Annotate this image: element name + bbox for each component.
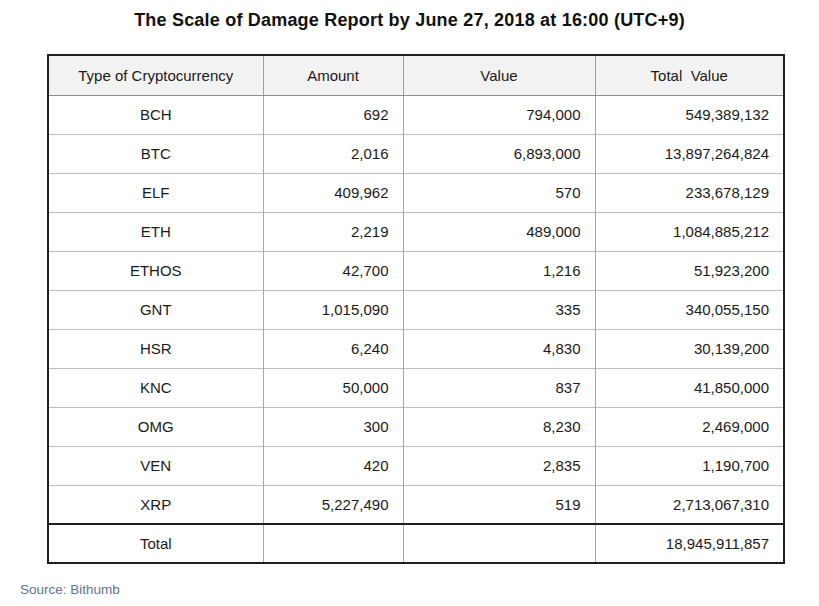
header-amount: Amount xyxy=(263,55,403,95)
table-row-elf: ELF 409,962 570 233,678,129 xyxy=(48,173,784,212)
total-value-cell: 340,055,150 xyxy=(595,290,784,329)
amount-cell: 420 xyxy=(263,446,403,485)
table-row-knc: KNC 50,000 837 41,850,000 xyxy=(48,368,784,407)
value-cell: 4,830 xyxy=(403,329,595,368)
amount-cell: 2,016 xyxy=(263,134,403,173)
coin-type-cell: VEN xyxy=(48,446,263,485)
source-caption: Source: Bithumb xyxy=(20,582,120,597)
coin-type-cell: BCH xyxy=(48,95,263,134)
coin-type-cell: ELF xyxy=(48,173,263,212)
amount-cell: 42,700 xyxy=(263,251,403,290)
table-row-omg: OMG 300 8,230 2,469,000 xyxy=(48,407,784,446)
header-type-of-cryptocurrency: Type of Cryptocurrency xyxy=(48,55,263,95)
table-row-bch: BCH 692 794,000 549,389,132 xyxy=(48,95,784,134)
value-cell: 794,000 xyxy=(403,95,595,134)
coin-type-cell: ETH xyxy=(48,212,263,251)
table-row-gnt: GNT 1,015,090 335 340,055,150 xyxy=(48,290,784,329)
table-row-eth: ETH 2,219 489,000 1,084,885,212 xyxy=(48,212,784,251)
amount-cell: 409,962 xyxy=(263,173,403,212)
value-cell: 2,835 xyxy=(403,446,595,485)
grand-total-cell: 18,945,911,857 xyxy=(595,524,784,563)
amount-cell: 50,000 xyxy=(263,368,403,407)
coin-type-cell: OMG xyxy=(48,407,263,446)
total-value-cell: 233,678,129 xyxy=(595,173,784,212)
total-row: Total 18,945,911,857 xyxy=(48,524,784,563)
value-cell: 570 xyxy=(403,173,595,212)
table-row-btc: BTC 2,016 6,893,000 13,897,264,824 xyxy=(48,134,784,173)
coin-type-cell: HSR xyxy=(48,329,263,368)
value-cell: 335 xyxy=(403,290,595,329)
total-value-cell: 549,389,132 xyxy=(595,95,784,134)
table-row-xrp: XRP 5,227,490 519 2,713,067,310 xyxy=(48,485,784,524)
total-value-cell: 2,713,067,310 xyxy=(595,485,784,524)
coin-type-cell: ETHOS xyxy=(48,251,263,290)
total-value-cell: 41,850,000 xyxy=(595,368,784,407)
total-value-cell: 30,139,200 xyxy=(595,329,784,368)
amount-cell: 300 xyxy=(263,407,403,446)
value-cell: 1,216 xyxy=(403,251,595,290)
total-value-cell: 1,084,885,212 xyxy=(595,212,784,251)
coin-type-cell: GNT xyxy=(48,290,263,329)
total-value-cell: 1,190,700 xyxy=(595,446,784,485)
value-cell: 489,000 xyxy=(403,212,595,251)
value-cell: 519 xyxy=(403,485,595,524)
coin-type-cell: KNC xyxy=(48,368,263,407)
total-value-empty-cell xyxy=(403,524,595,563)
value-cell: 8,230 xyxy=(403,407,595,446)
table-header: Type of Cryptocurrency Amount Value Tota… xyxy=(48,55,784,95)
header-row: Type of Cryptocurrency Amount Value Tota… xyxy=(48,55,784,95)
amount-cell: 6,240 xyxy=(263,329,403,368)
coin-type-cell: BTC xyxy=(48,134,263,173)
damage-table-container: Type of Cryptocurrency Amount Value Tota… xyxy=(47,54,785,564)
total-value-cell: 2,469,000 xyxy=(595,407,784,446)
total-label-cell: Total xyxy=(48,524,263,563)
header-value: Value xyxy=(403,55,595,95)
table-row-hsr: HSR 6,240 4,830 30,139,200 xyxy=(48,329,784,368)
header-total-value: Total Value xyxy=(595,55,784,95)
table-body: BCH 692 794,000 549,389,132 BTC 2,016 6,… xyxy=(48,95,784,563)
report-page: The Scale of Damage Report by June 27, 2… xyxy=(0,0,819,606)
amount-cell: 5,227,490 xyxy=(263,485,403,524)
amount-cell: 2,219 xyxy=(263,212,403,251)
table-row-ven: VEN 420 2,835 1,190,700 xyxy=(48,446,784,485)
damage-report-table: Type of Cryptocurrency Amount Value Tota… xyxy=(47,54,785,564)
total-amount-cell xyxy=(263,524,403,563)
total-value-cell: 13,897,264,824 xyxy=(595,134,784,173)
page-title: The Scale of Damage Report by June 27, 2… xyxy=(0,10,819,31)
amount-cell: 692 xyxy=(263,95,403,134)
coin-type-cell: XRP xyxy=(48,485,263,524)
table-row-ethos: ETHOS 42,700 1,216 51,923,200 xyxy=(48,251,784,290)
value-cell: 837 xyxy=(403,368,595,407)
amount-cell: 1,015,090 xyxy=(263,290,403,329)
value-cell: 6,893,000 xyxy=(403,134,595,173)
total-value-cell: 51,923,200 xyxy=(595,251,784,290)
